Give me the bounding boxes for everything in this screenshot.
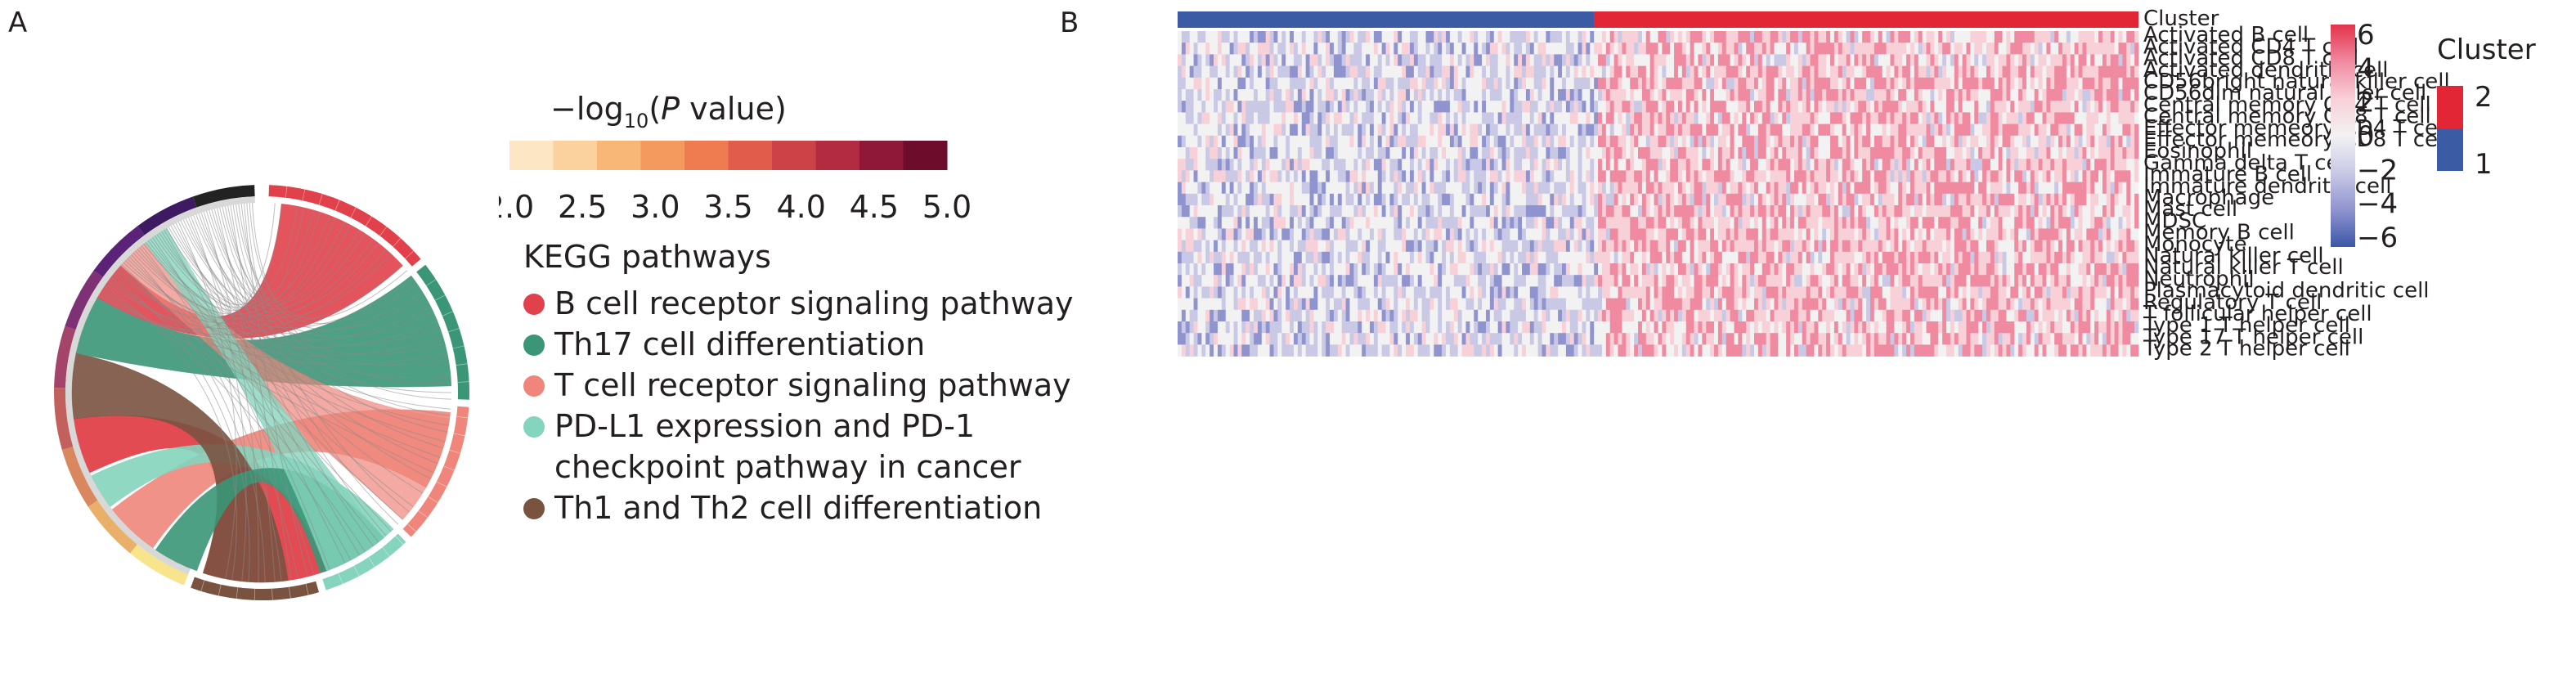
kegg-legend-title: KEGG pathways — [523, 239, 771, 275]
kegg-legend-label: PD-L1 expression and PD-1 checkpoint pat… — [554, 408, 1021, 485]
pvalue-color-step — [684, 141, 729, 170]
heatmap-row-label: T follicular helper cell — [2143, 302, 2372, 326]
heatmap-scale-tick: 2 — [2357, 87, 2375, 119]
cluster-annotation-2 — [1594, 11, 2138, 28]
annotation-label: Cluster — [2143, 7, 2219, 31]
chord-pathway-arc — [402, 406, 469, 537]
pvalue-color-step — [815, 141, 860, 170]
cluster-legend-swatch — [2437, 128, 2463, 171]
heatmap-row-label: Monocyte — [2143, 232, 2247, 257]
pvalue-tick-label: 4.0 — [776, 189, 825, 225]
kegg-legend-swatch — [523, 294, 545, 315]
heatmap-row-label: Regulatory T cell — [2143, 290, 2322, 315]
chord-gene-arc — [130, 544, 189, 586]
pvalue-tick-label: 5.0 — [922, 189, 972, 225]
kegg-legend-label: Th17 cell differentiation — [554, 326, 926, 362]
heatmap-row-label: Plasmacytoid dendritic cell — [2143, 279, 2430, 303]
heatmap-row-label: Memory B cell — [2143, 221, 2295, 245]
chord-gene-arc — [61, 447, 98, 507]
pvalue-tick-label: 4.5 — [850, 189, 899, 225]
heatmap-row-label: Gamma delta T cell — [2143, 150, 2351, 175]
kegg-legend-item: B cell receptor signaling pathway — [523, 283, 1074, 324]
heatmap-scale-tick: 6 — [2357, 19, 2375, 52]
kegg-legend-item: Th1 and Th2 cell differentiation — [523, 487, 1042, 528]
chord-pathway-arc — [416, 264, 469, 400]
heatmap-scale-tick: −2 — [2357, 154, 2398, 186]
heatmap-row-label: CD56dim natural killer cell — [2143, 81, 2426, 106]
chord-thin-links — [96, 185, 469, 600]
heatmap-row-label: Mast cell — [2143, 197, 2237, 222]
chord-gene-arc — [137, 196, 197, 236]
pvalue-legend-title: −log10(P value) — [550, 91, 787, 132]
pvalue-color-step — [903, 141, 948, 170]
pvalue-color-step — [728, 141, 773, 170]
kegg-legend-label: Th1 and Th2 cell differentiation — [554, 490, 1043, 526]
pvalue-tick-label: 2.0 — [499, 189, 534, 225]
chord-gene-arc — [54, 388, 74, 451]
heatmap-row-label: Immature B cell — [2143, 163, 2312, 187]
heatmap-row-label: Macrophage — [2143, 186, 2274, 210]
heatmap-row-label: Central memory CD8 T cell — [2143, 105, 2431, 129]
heatmap-scale-tick: 0 — [2357, 120, 2375, 153]
heatmap-row-label: Type 1 T helper cell — [2143, 313, 2350, 338]
heatmap-row-label: Effector memeory CD4 T cell — [2143, 116, 2449, 141]
heatmap-row-label: Natural killer T cell — [2143, 255, 2344, 280]
kegg-legend-swatch — [523, 498, 545, 519]
heatmap-cells — [1178, 31, 2139, 357]
heatmap-row-label: CD56bright natural killer cell — [2143, 70, 2450, 94]
heatmap-row-label: Central memory CD4 T cell — [2143, 92, 2431, 117]
cluster-legend-swatch — [2437, 86, 2463, 128]
heatmap-row-label: Type 2 T helper cell — [2143, 337, 2350, 361]
pvalue-tick-label: 3.5 — [703, 189, 752, 225]
chord-pathway-arc — [191, 577, 320, 600]
heatmap-row-label: Activated CD4 T cell — [2143, 34, 2358, 59]
pvalue-legend: −log10(P value) 2.0 2.5 3.0 3.5 4.0 4.5 5.0 — [499, 91, 972, 225]
heatmap-row-label: Natural killer cell — [2143, 244, 2324, 268]
heatmap-row-label: Effector memeory CD8 T cell — [2143, 128, 2449, 152]
cluster-legend-title: Cluster — [2437, 34, 2536, 66]
pvalue-color-step — [640, 141, 685, 170]
heatmap-row-label: Neutrophil — [2143, 267, 2255, 291]
heatmap-row-label: MDSC — [2143, 209, 2206, 233]
heatmap-scale-tick: 4 — [2357, 52, 2375, 85]
pvalue-color-step — [597, 141, 641, 170]
chord-ribbon — [71, 352, 289, 583]
kegg-legend-swatch — [523, 335, 545, 356]
heatmap-scale-tick: −6 — [2357, 222, 2398, 254]
heatmap-row-label: Activated CD8 T cell — [2143, 47, 2358, 71]
heatmap-scale-tick: −4 — [2357, 188, 2398, 221]
cluster-annotation-1 — [1178, 11, 1595, 28]
kegg-legend-label: T cell receptor signaling pathway — [554, 367, 1071, 403]
kegg-legend-swatch — [523, 375, 545, 397]
heatmap-row-label: Type 17 T helper cell — [2143, 325, 2363, 349]
pvalue-tick-label: 2.5 — [558, 189, 607, 225]
pvalue-color-step — [509, 141, 554, 170]
pvalue-color-step — [772, 141, 816, 170]
chord-diagram — [54, 185, 469, 600]
panel-b-label: B — [1060, 7, 1079, 39]
heatmap-color-scale — [2331, 25, 2355, 247]
kegg-legend-item: Th17 cell differentiation — [523, 324, 925, 365]
chord-gene-arc — [54, 326, 76, 388]
heatmap-row-label: Activated B cell — [2143, 23, 2309, 47]
kegg-legend-item: T cell receptor signaling pathway — [523, 365, 1071, 406]
heatmap-row-label: Eosinophil — [2143, 139, 2252, 164]
kegg-legend-item: PD-L1 expression and PD-1 checkpoint pat… — [523, 406, 1021, 487]
chord-gene-arc — [192, 185, 255, 208]
kegg-legend-label: B cell receptor signaling pathway — [554, 285, 1074, 321]
chord-pathway-arc — [322, 533, 406, 590]
chord-gene-arc — [93, 226, 145, 277]
kegg-legend-swatch — [523, 416, 545, 438]
pvalue-color-step — [553, 141, 598, 170]
cluster-legend-label: 2 — [2475, 81, 2493, 114]
chord-gene-arc — [88, 500, 137, 554]
chord-gene-arc — [65, 270, 103, 330]
pvalue-color-step — [859, 141, 904, 170]
cluster-legend-label: 1 — [2475, 148, 2493, 181]
pvalue-tick-label: 3.0 — [631, 189, 680, 225]
panel-a-label: A — [8, 7, 28, 39]
